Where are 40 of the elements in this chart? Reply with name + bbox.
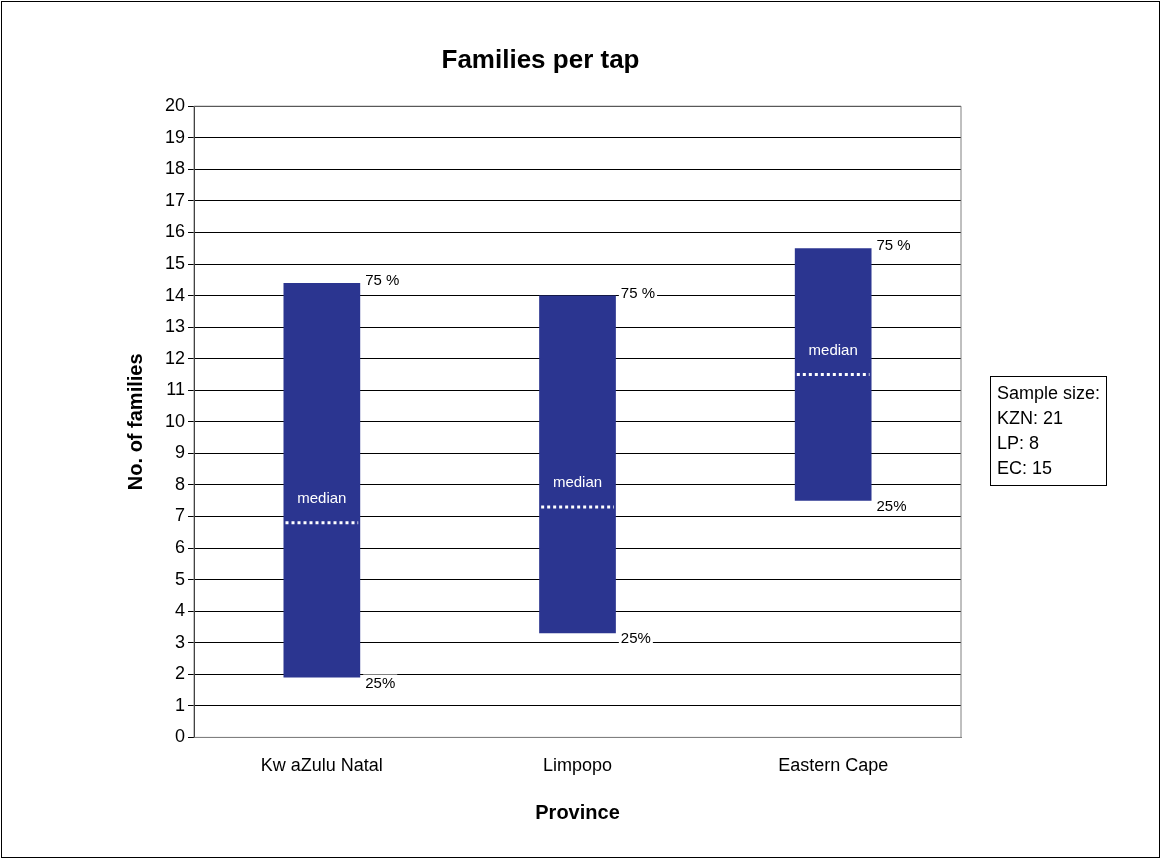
y-tick-label: 7 — [175, 505, 186, 526]
y-tick-label: 5 — [175, 568, 186, 589]
annotation: 25% — [365, 673, 396, 691]
y-tick-label: 15 — [164, 252, 186, 273]
x-tick-label: Eastern Cape — [778, 755, 889, 776]
text: Sample size: — [997, 382, 1101, 405]
y-tick-label: 11 — [166, 379, 186, 400]
annotation: median — [552, 473, 603, 491]
y-tick-label: 0 — [175, 726, 186, 747]
annotation: median — [808, 340, 858, 358]
text: EC: 15 — [997, 457, 1054, 480]
annotation: 75 % — [620, 283, 656, 301]
y-tick-label: 17 — [164, 189, 186, 210]
y-tick-label: 12 — [164, 347, 186, 368]
y-axis-title: No. of families — [123, 353, 146, 491]
y-tick-label: 9 — [175, 442, 186, 463]
y-tick-label: 3 — [175, 631, 186, 652]
x-tick-label: Limpopo — [542, 755, 613, 776]
x-axis-title: Province — [535, 800, 620, 823]
annotation: 25% — [620, 629, 651, 647]
text: KZN: 21 — [997, 407, 1065, 430]
y-tick-label: 18 — [164, 158, 186, 179]
y-tick-label: 1 — [175, 694, 186, 715]
x-tick-label: Kw aZulu Natal — [260, 755, 383, 776]
y-tick-label: 14 — [164, 284, 186, 305]
y-tick-label: 6 — [175, 537, 186, 558]
y-tick-label: 20 — [164, 95, 186, 116]
text: LP: 8 — [997, 432, 1041, 455]
annotation: median — [297, 488, 347, 506]
chart-title: Families per tap — [441, 43, 640, 74]
y-tick-label: 4 — [175, 600, 186, 621]
annotation: 75 % — [365, 271, 400, 289]
annotation: 25% — [876, 496, 907, 514]
y-tick-label: 2 — [175, 663, 186, 684]
y-tick-label: 10 — [164, 410, 186, 431]
y-tick-label: 8 — [175, 473, 186, 494]
y-tick-label: 19 — [164, 126, 186, 147]
annotation: 75 % — [876, 236, 911, 254]
y-tick-label: 13 — [164, 316, 186, 337]
y-tick-label: 16 — [164, 221, 186, 242]
